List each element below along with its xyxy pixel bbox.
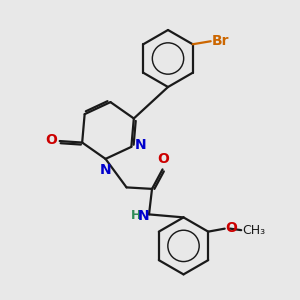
Text: N: N: [100, 164, 111, 177]
Text: O: O: [226, 221, 238, 235]
Text: N: N: [138, 209, 149, 223]
Text: Br: Br: [212, 34, 230, 48]
Text: H: H: [131, 209, 142, 222]
Text: CH₃: CH₃: [243, 224, 266, 237]
Text: O: O: [45, 134, 57, 147]
Text: N: N: [135, 138, 147, 152]
Text: O: O: [157, 152, 169, 167]
